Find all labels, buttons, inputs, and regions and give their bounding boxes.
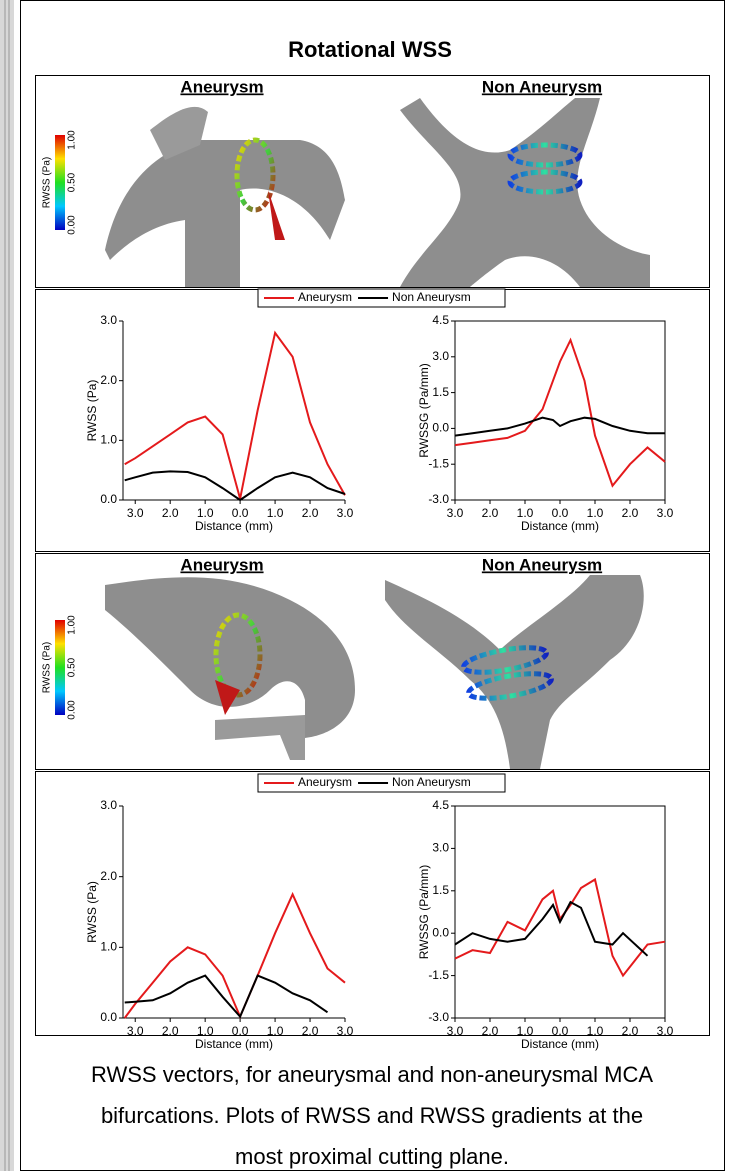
- y-axis-label: RWSS (Pa): [85, 881, 99, 943]
- y-axis-label: RWSSG (Pa/mm): [417, 865, 431, 959]
- x-tick-label: 0.0: [232, 506, 249, 520]
- caption-line: bifurcations. Plots of RWSS and RWSS gra…: [101, 1103, 643, 1128]
- x-tick-label: 1.0: [197, 1024, 214, 1038]
- x-tick-label: 0.0: [232, 1024, 249, 1038]
- caption-line: RWSS vectors, for aneurysmal and non-ane…: [91, 1062, 653, 1087]
- colorbar-title: RWSS (Pa): [42, 157, 53, 209]
- colorbar-tick: 1.00: [67, 130, 78, 150]
- y-tick-label: 1.0: [100, 433, 117, 447]
- panel-label: Aneurysm: [180, 77, 263, 96]
- y-axis-label: RWSSG (Pa/mm): [417, 363, 431, 457]
- x-tick-label: 3.0: [337, 506, 354, 520]
- colorbar-tick: 0.50: [67, 657, 78, 677]
- x-axis-label: Distance (mm): [195, 1037, 273, 1051]
- x-tick-label: 3.0: [127, 1024, 144, 1038]
- colorbar: [55, 135, 65, 230]
- x-axis-label: Distance (mm): [521, 1037, 599, 1051]
- colorbar: [55, 620, 65, 715]
- x-tick-label: 1.0: [267, 1024, 284, 1038]
- caption-line: most proximal cutting plane.: [235, 1144, 509, 1169]
- x-tick-label: 2.0: [162, 506, 179, 520]
- panel-label: Aneurysm: [180, 555, 263, 574]
- legend-label: Aneurysm: [298, 290, 352, 304]
- x-tick-label: 2.0: [162, 1024, 179, 1038]
- colorbar-title: RWSS (Pa): [42, 642, 53, 694]
- y-tick-label: 2.0: [100, 869, 117, 883]
- colorbar-tick: 0.00: [67, 700, 78, 720]
- x-tick-label: 2.0: [622, 1024, 639, 1038]
- legend-label: Non Aneurysm: [392, 775, 471, 789]
- y-tick-label: 3.0: [100, 798, 117, 812]
- colorbar-tick: 0.50: [67, 172, 78, 192]
- colorbar-tick: 0.00: [67, 215, 78, 235]
- y-tick-label: -1.5: [428, 456, 449, 470]
- x-tick-label: 3.0: [337, 1024, 354, 1038]
- y-tick-label: 0.0: [100, 1010, 117, 1024]
- y-tick-label: 1.0: [100, 940, 117, 954]
- x-axis-label: Distance (mm): [195, 519, 273, 533]
- x-tick-label: 3.0: [657, 506, 674, 520]
- y-tick-label: 2.0: [100, 373, 117, 387]
- y-tick-label: 0.0: [432, 925, 449, 939]
- x-tick-label: 2.0: [482, 506, 499, 520]
- x-tick-label: 1.0: [267, 506, 284, 520]
- y-axis-label: RWSS (Pa): [85, 380, 99, 442]
- y-tick-label: -1.5: [428, 968, 449, 982]
- x-tick-label: 1.0: [517, 1024, 534, 1038]
- x-tick-label: 2.0: [622, 506, 639, 520]
- x-tick-label: 0.0: [552, 1024, 569, 1038]
- x-tick-label: 2.0: [482, 1024, 499, 1038]
- y-tick-label: 3.0: [432, 841, 449, 855]
- x-axis-label: Distance (mm): [521, 519, 599, 533]
- y-tick-label: 3.0: [432, 349, 449, 363]
- y-tick-label: 1.5: [432, 385, 449, 399]
- x-tick-label: 0.0: [552, 506, 569, 520]
- y-tick-label: -3.0: [428, 1010, 449, 1024]
- x-tick-label: 2.0: [302, 506, 319, 520]
- x-tick-label: 3.0: [447, 506, 464, 520]
- y-tick-label: 4.5: [432, 313, 449, 327]
- y-tick-label: 0.0: [100, 492, 117, 506]
- x-tick-label: 1.0: [517, 506, 534, 520]
- y-tick-label: 1.5: [432, 883, 449, 897]
- x-tick-label: 3.0: [127, 506, 144, 520]
- x-tick-label: 1.0: [197, 506, 214, 520]
- legend-label: Non Aneurysm: [392, 290, 471, 304]
- x-tick-label: 2.0: [302, 1024, 319, 1038]
- chart-panel: [36, 772, 710, 1036]
- y-tick-label: 0.0: [432, 421, 449, 435]
- x-tick-label: 3.0: [447, 1024, 464, 1038]
- figure: Rotational WSS RWSS vectors, for aneurys…: [0, 0, 733, 1171]
- x-tick-label: 1.0: [587, 1024, 604, 1038]
- panel-label: Non Aneurysm: [482, 555, 602, 574]
- y-tick-label: 4.5: [432, 798, 449, 812]
- y-tick-label: 3.0: [100, 313, 117, 327]
- x-tick-label: 3.0: [657, 1024, 674, 1038]
- x-tick-label: 1.0: [587, 506, 604, 520]
- title: Rotational WSS: [288, 37, 452, 62]
- colorbar-tick: 1.00: [67, 615, 78, 635]
- panel-label: Non Aneurysm: [482, 77, 602, 96]
- margin-strip: [0, 0, 14, 1171]
- y-tick-label: -3.0: [428, 492, 449, 506]
- legend-label: Aneurysm: [298, 775, 352, 789]
